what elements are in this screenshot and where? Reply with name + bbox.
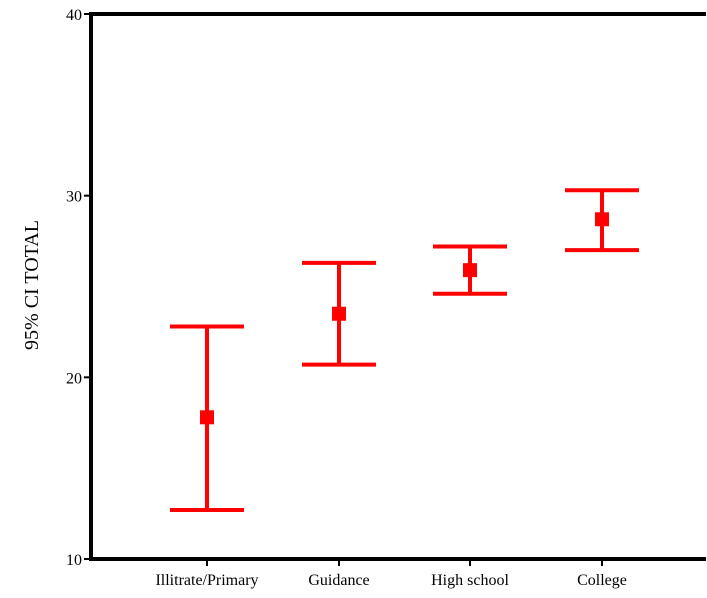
error-bar [433,244,507,296]
error-bar-series [170,188,639,512]
axes: 10 20 30 40 Illitrate/Primary Guidance High sc… [66,7,706,589]
error-bar [565,188,639,253]
mean-marker [332,306,346,321]
mean-marker [595,212,609,227]
x-tick-label: High school [431,572,509,589]
mean-marker [463,263,477,278]
y-tick-label: 20 [66,370,82,387]
mean-marker [200,410,214,425]
x-tick-label: Illitrate/Primary [155,572,258,589]
x-tick-label: Guidance [308,572,369,589]
y-axis-label: 95% CI TOTAL [21,220,43,350]
error-bar [170,324,244,512]
error-bar [302,260,376,367]
y-tick-label: 40 [66,7,82,24]
y-tick-label: 30 [66,189,82,206]
x-tick-label: College [577,572,627,589]
y-tick-label: 10 [66,552,82,569]
